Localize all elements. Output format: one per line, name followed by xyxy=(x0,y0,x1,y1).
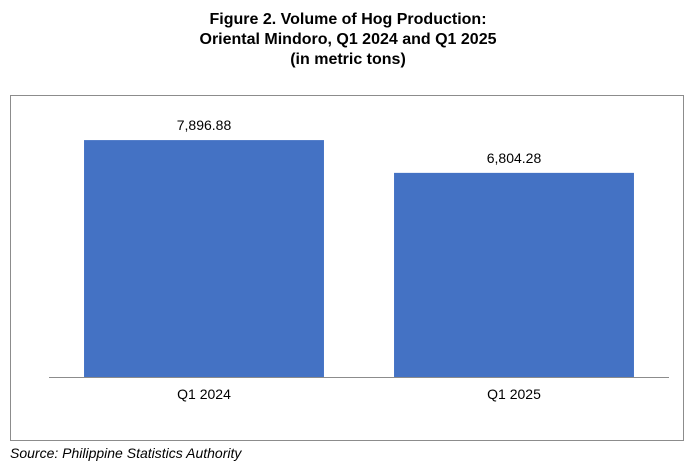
x-tick-label-2: Q1 2025 xyxy=(487,386,541,402)
chart-title: Figure 2. Volume of Hog Production: Orie… xyxy=(0,10,696,70)
bar-chart: 7,896.88 Q1 2024 6,804.28 Q1 2025 xyxy=(49,117,669,402)
chart-title-line-3: (in metric tons) xyxy=(290,51,406,68)
data-label-1: 7,896.88 xyxy=(177,117,232,133)
x-tick-label-1: Q1 2024 xyxy=(177,386,231,402)
chart-title-line-1: Figure 2. Volume of Hog Production: xyxy=(209,11,487,28)
source-note: Source: Philippine Statistics Authority xyxy=(10,445,242,461)
chart-frame: 7,896.88 Q1 2024 6,804.28 Q1 2025 xyxy=(10,95,684,441)
chart-title-line-2: Oriental Mindoro, Q1 2024 and Q1 2025 xyxy=(199,31,497,48)
data-label-2: 6,804.28 xyxy=(487,150,542,166)
bar-2 xyxy=(394,172,634,377)
bar-1 xyxy=(84,140,324,377)
